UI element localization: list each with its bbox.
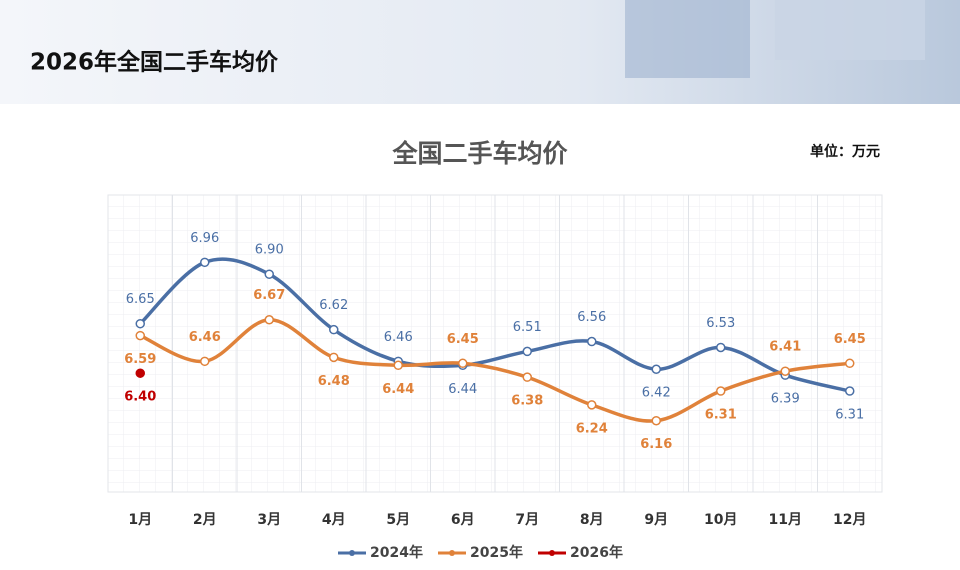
data-point [587,400,597,410]
data-label: 6.96 [190,231,219,246]
data-point [393,360,403,371]
x-tick-label: 3月 [257,512,281,528]
x-tick-label: 1月 [128,512,152,528]
x-tick-label: 2月 [193,512,217,528]
decor [625,0,750,78]
x-tick-label: 12月 [833,512,866,528]
legend-label: 2025年 [470,544,523,561]
x-tick-label: 4月 [322,512,346,528]
data-label: 6.24 [576,421,608,436]
x-tick-label: 5月 [386,512,410,528]
data-label: 6.31 [705,408,737,423]
data-label: 6.90 [255,243,284,258]
data-point [200,257,210,268]
data-label: 6.48 [318,374,350,389]
legend-label: 2024年 [370,544,423,561]
data-point [845,386,855,396]
data-point [135,330,145,341]
data-label: 6.41 [769,340,801,355]
data-point [845,358,855,369]
page-title: 2026年全国二手车均价 [30,49,279,76]
data-label: 6.16 [640,437,672,452]
data-point [264,269,274,279]
unit-label: 单位：万元 [810,143,880,160]
data-point [716,342,726,353]
chart-title: 全国二手车均价 [391,139,568,168]
data-label: 6.44 [448,382,477,397]
data-point [329,324,339,335]
data-point [135,318,145,329]
data-point [200,356,210,367]
data-label: 6.45 [447,332,479,347]
decor [775,0,925,60]
data-point [329,352,339,363]
data-label: 6.67 [253,288,285,303]
data-label: 6.31 [835,408,864,423]
data-label: 6.42 [642,386,671,401]
data-point [135,368,145,378]
x-tick-label: 9月 [644,512,668,528]
data-label: 6.56 [577,310,606,325]
data-label: 6.51 [513,320,542,335]
data-point [651,415,661,426]
data-label: 6.44 [382,382,414,397]
data-point [716,386,726,396]
x-tick-label: 10月 [704,512,737,528]
data-point [587,336,597,347]
data-label: 6.59 [124,352,156,367]
data-label: 6.38 [511,394,543,409]
legend-marker [549,550,555,556]
data-point [522,346,532,357]
data-point [651,364,661,374]
data-label: 6.45 [834,332,866,347]
x-tick-label: 7月 [515,512,539,528]
legend-marker [349,550,355,556]
legend-label: 2026年 [570,544,623,561]
data-label: 6.53 [706,316,735,331]
data-label: 6.39 [771,392,800,407]
x-tick-label: 11月 [769,512,802,528]
data-point [522,372,532,382]
x-tick-label: 8月 [580,512,604,528]
data-label: 6.46 [189,330,221,345]
legend-marker [449,550,455,556]
data-label: 6.62 [319,298,348,313]
data-label: 6.65 [126,292,155,307]
data-point [780,366,790,376]
data-point [264,314,274,325]
data-label: 6.40 [124,390,156,405]
data-point [458,358,468,369]
x-tick-label: 6月 [451,512,475,528]
data-label: 6.46 [384,330,413,345]
